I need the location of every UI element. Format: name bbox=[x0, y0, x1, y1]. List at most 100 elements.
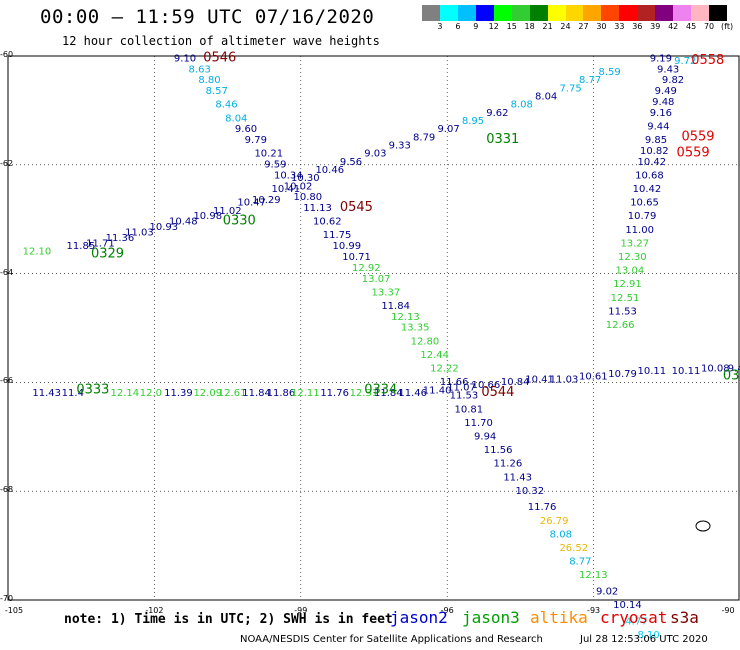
wave-height-label: 10.80 bbox=[293, 192, 322, 203]
wave-height-label: 8.46 bbox=[215, 100, 237, 111]
wave-height-label: 10.02 bbox=[284, 181, 313, 192]
wave-height-label: 13.07 bbox=[362, 274, 391, 285]
latitude-label: -68 bbox=[0, 485, 14, 495]
wave-height-label: 11.76 bbox=[528, 502, 557, 513]
wave-height-label: 12.14 bbox=[110, 388, 139, 399]
wave-height-label: 8.77 bbox=[569, 557, 591, 568]
colorbar-tick-label: 33 bbox=[614, 22, 625, 31]
colorbar-swatch bbox=[655, 5, 674, 21]
longitude-label: -96 bbox=[440, 606, 454, 615]
colorbar-tick-label: 27 bbox=[578, 22, 589, 31]
wave-height-label: 10.29 bbox=[252, 195, 281, 206]
wave-height-label: 12.66 bbox=[606, 320, 635, 331]
colorbar-swatch bbox=[691, 5, 709, 21]
wave-height-label: 8.79 bbox=[413, 132, 435, 143]
wave-height-label: 8.04 bbox=[225, 113, 247, 124]
pass-time-label: 0559 bbox=[677, 146, 710, 161]
wave-height-label: 10.79 bbox=[628, 211, 657, 222]
wave-height-label: 12.09 bbox=[193, 388, 222, 399]
wave-height-label: 10.41 bbox=[272, 184, 301, 195]
wave-height-label: 9.02 bbox=[596, 587, 618, 598]
wave-height-label: 11.40 bbox=[423, 385, 452, 396]
pass-time-label: 0544 bbox=[481, 385, 514, 400]
longitude-label: -99 bbox=[294, 606, 308, 615]
wave-height-label: 10.82 bbox=[640, 146, 669, 157]
wave-height-label: 10.14 bbox=[613, 600, 642, 611]
wave-height-label: 10.93 bbox=[150, 222, 179, 233]
longitude-label: -102 bbox=[145, 606, 164, 615]
wave-height-label: 11.85 bbox=[67, 241, 96, 252]
wave-height-label: 8.08 bbox=[511, 100, 533, 111]
footer-note: note: 1) Time is in UTC; 2) SWH is in fe… bbox=[64, 612, 393, 627]
wave-height-label: 10.11 bbox=[638, 366, 667, 377]
pass-time-label: 0546 bbox=[203, 50, 236, 65]
wave-height-label: 9.44 bbox=[647, 121, 669, 132]
pass-time-label: 0334 bbox=[364, 382, 397, 397]
wave-height-label: 10.11 bbox=[672, 366, 701, 377]
colorbar-tick-label: 9 bbox=[473, 22, 479, 31]
wave-height-label: 8.80 bbox=[198, 75, 220, 86]
wave-height-label: 9.16 bbox=[650, 108, 672, 119]
wave-height-label: 9.43 bbox=[657, 64, 679, 75]
colorbar-swatch bbox=[583, 5, 602, 21]
wave-height-label: 12.13 bbox=[391, 312, 420, 323]
wave-height-label: 12.61 bbox=[218, 388, 247, 399]
wave-height-label: 12.44 bbox=[420, 350, 449, 361]
wave-height-label: 12.92 bbox=[352, 263, 381, 274]
wave-height-label: 9.56 bbox=[340, 157, 362, 168]
colorbar-ticks: 3 6 9 12 15 18 21 24 27 30 33 36 39 42 45 70 (ft) bbox=[422, 22, 740, 34]
wave-height-label: 8.57 bbox=[206, 86, 228, 97]
latitude-label: -62 bbox=[0, 158, 14, 168]
page-subtitle: 12 hour collection of altimeter wave hei… bbox=[62, 34, 380, 48]
pass-time-label: 03 bbox=[723, 369, 740, 384]
colorbar-unit: (ft) bbox=[721, 22, 734, 31]
wave-height-label: 13.27 bbox=[620, 238, 649, 249]
colorbar-tick-label: 3 bbox=[437, 22, 443, 31]
wave-height-label: 10.68 bbox=[635, 170, 664, 181]
wave-height-label: 10.99 bbox=[333, 241, 362, 252]
wave-height-label: 11.56 bbox=[484, 445, 513, 456]
wave-height-label: 11.03 bbox=[125, 228, 154, 239]
wave-height-label: 9.59 bbox=[264, 160, 286, 171]
wave-height-label: 11.43 bbox=[503, 472, 532, 483]
wave-height-label: 9.19 bbox=[650, 53, 672, 64]
wave-height-label: 11.02 bbox=[213, 206, 242, 217]
wave-height-label: 11.07 bbox=[447, 383, 476, 394]
wave-height-label: 12.11 bbox=[291, 388, 320, 399]
wave-height-label: 11.86 bbox=[267, 388, 296, 399]
wave-height-label: 11.00 bbox=[625, 225, 654, 236]
longitude-label: -93 bbox=[587, 606, 601, 615]
wave-height-label: 10.48 bbox=[169, 217, 198, 228]
page-title: 00:00 – 11:59 UTC 07/16/2020 bbox=[40, 6, 375, 28]
colorbar-tick-label: 12 bbox=[488, 22, 499, 31]
wave-height-label: 26.79 bbox=[540, 516, 569, 527]
wave-height-label: 12.30 bbox=[618, 252, 647, 263]
colorbar-tick-label: 21 bbox=[542, 22, 553, 31]
wave-height-label: 12.13 bbox=[579, 570, 608, 581]
pass-time-label: 0558 bbox=[691, 53, 724, 68]
legend-s3a: s3a bbox=[670, 608, 699, 627]
wave-height-label: 9.62 bbox=[486, 108, 508, 119]
wave-height-label: 10.08 bbox=[701, 364, 730, 375]
wave-height-label: 10.34 bbox=[274, 170, 303, 181]
generated-timestamp: Jul 28 12:53:06 UTC 2020 bbox=[580, 634, 708, 645]
wave-height-label: 9.85 bbox=[645, 135, 667, 146]
colorbar-swatch bbox=[475, 5, 494, 21]
wave-height-label: 11.03 bbox=[550, 374, 579, 385]
wave-height-label: 7.75 bbox=[559, 83, 581, 94]
wave-height-label: 10.79 bbox=[608, 369, 637, 380]
wave-height-label: 9.33 bbox=[389, 140, 411, 151]
wave-height-label: 11.84 bbox=[242, 388, 271, 399]
colorbar-swatch bbox=[637, 5, 656, 21]
wave-height-label: 10.84 bbox=[501, 377, 530, 388]
wave-height-label: 8.08 bbox=[550, 529, 572, 540]
legend-cryosat: cryosat bbox=[600, 608, 668, 627]
longitude-label: -105 bbox=[4, 606, 24, 615]
wave-height-label: 9.94 bbox=[474, 432, 496, 443]
wave-height-label: 8.10 bbox=[638, 630, 660, 641]
wave-height-label: 11.84 bbox=[374, 388, 403, 399]
wave-height-label: 10.32 bbox=[516, 486, 545, 497]
colorbar-swatch bbox=[457, 5, 476, 21]
island-outline bbox=[695, 520, 711, 532]
